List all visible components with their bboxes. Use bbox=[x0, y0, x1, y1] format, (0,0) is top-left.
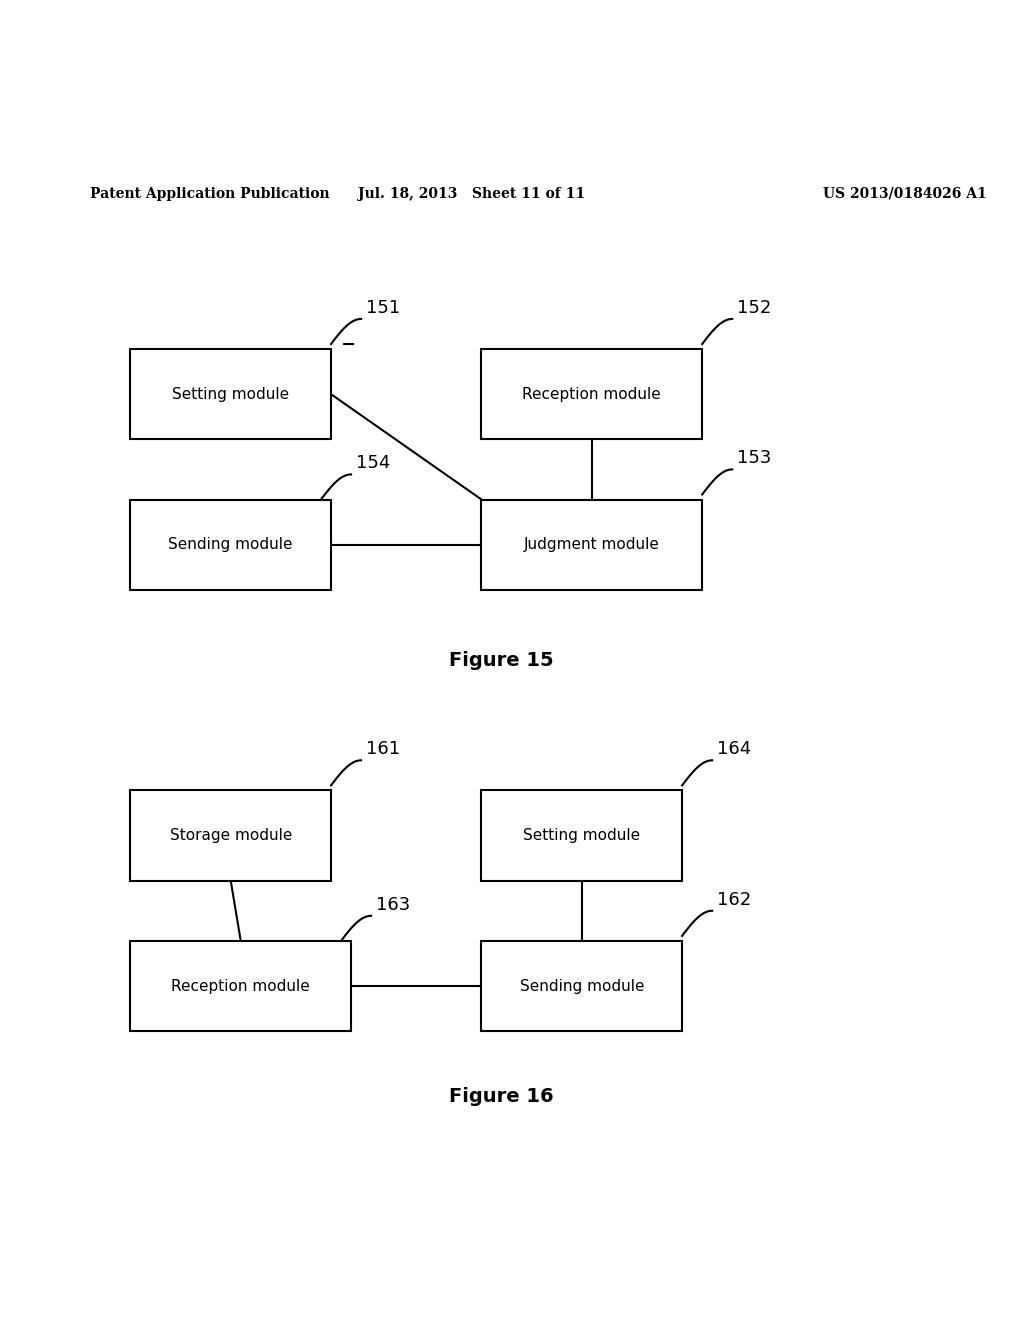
Text: 154: 154 bbox=[356, 454, 390, 473]
Text: 161: 161 bbox=[367, 741, 400, 758]
Text: 151: 151 bbox=[367, 298, 400, 317]
Text: 152: 152 bbox=[737, 298, 772, 317]
Text: Sending module: Sending module bbox=[519, 978, 644, 994]
Text: Figure 15: Figure 15 bbox=[450, 651, 554, 669]
FancyBboxPatch shape bbox=[481, 348, 702, 440]
Text: Figure 16: Figure 16 bbox=[450, 1086, 554, 1106]
Text: 162: 162 bbox=[717, 891, 752, 908]
FancyBboxPatch shape bbox=[130, 348, 331, 440]
FancyBboxPatch shape bbox=[481, 941, 682, 1031]
Text: 164: 164 bbox=[717, 741, 752, 758]
Text: Judgment module: Judgment module bbox=[524, 537, 659, 552]
Text: US 2013/0184026 A1: US 2013/0184026 A1 bbox=[822, 186, 986, 201]
Text: 163: 163 bbox=[376, 896, 411, 913]
Text: Patent Application Publication: Patent Application Publication bbox=[90, 186, 330, 201]
FancyBboxPatch shape bbox=[481, 499, 702, 590]
Text: Reception module: Reception module bbox=[522, 387, 662, 401]
FancyBboxPatch shape bbox=[130, 499, 331, 590]
FancyBboxPatch shape bbox=[130, 941, 351, 1031]
Text: Setting module: Setting module bbox=[172, 387, 289, 401]
Text: Reception module: Reception module bbox=[171, 978, 310, 994]
FancyBboxPatch shape bbox=[481, 791, 682, 880]
FancyBboxPatch shape bbox=[130, 791, 331, 880]
Text: Sending module: Sending module bbox=[169, 537, 293, 552]
Text: Jul. 18, 2013   Sheet 11 of 11: Jul. 18, 2013 Sheet 11 of 11 bbox=[358, 186, 585, 201]
Text: 153: 153 bbox=[737, 449, 772, 467]
Text: Setting module: Setting module bbox=[523, 828, 640, 843]
Text: Storage module: Storage module bbox=[170, 828, 292, 843]
